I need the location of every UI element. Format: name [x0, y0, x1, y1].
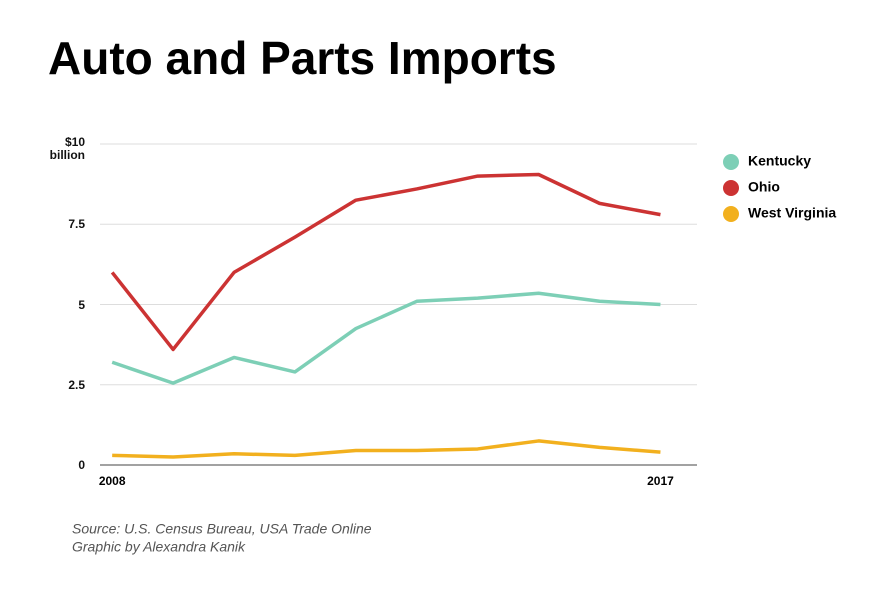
credit: Graphic by Alexandra Kanik [72, 539, 246, 555]
y-tick-label: 5 [78, 297, 85, 312]
series-line [110, 172, 661, 352]
series-line [111, 291, 661, 385]
legend-label: West Virginia [748, 205, 836, 221]
y-tick-label: 2.5 [68, 377, 85, 392]
legend-label: Kentucky [748, 153, 811, 169]
legend-swatch [723, 206, 739, 222]
series-line [112, 439, 661, 459]
source: Source: U.S. Census Bureau, USA Trade On… [72, 521, 372, 537]
legend-label: Ohio [748, 179, 780, 195]
x-tick-label: 2008 [99, 474, 126, 488]
y-tick-label: 7.5 [68, 217, 85, 232]
legend-swatch [723, 154, 739, 170]
legend-swatch [723, 180, 739, 196]
chart-title: Auto and Parts Imports [48, 32, 557, 84]
x-tick-label: 2017 [647, 474, 674, 488]
y-tick-label: $10 billion [49, 135, 85, 162]
y-tick-label: 0 [78, 458, 85, 472]
